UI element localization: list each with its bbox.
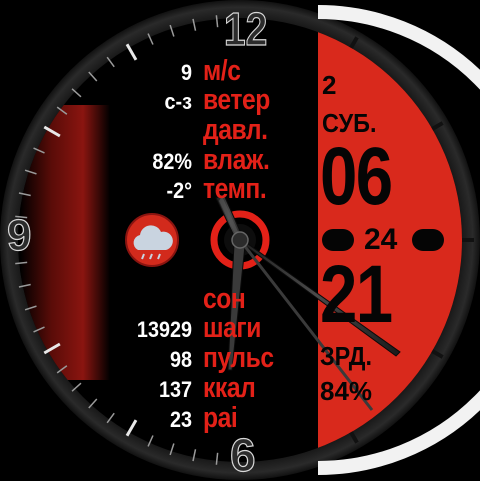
numeral-9: 9 (7, 214, 31, 258)
steps-label: шаги (203, 314, 261, 343)
kcal-value: 137 (93, 379, 192, 401)
temperature-label: темп. (203, 175, 266, 204)
wind-speed-value: 9 (93, 62, 192, 84)
wind-speed-unit: м/с (203, 57, 241, 86)
sleep-label: сон (203, 285, 245, 314)
center-cap (232, 232, 248, 248)
time-minutes: 21 (320, 254, 392, 336)
steps-value: 13929 (93, 319, 192, 341)
humidity-label: влаж. (203, 146, 269, 175)
kcal-label: ккал (203, 374, 255, 403)
numeral-6: 6 (230, 432, 256, 478)
weekday-number: 2 (322, 72, 336, 98)
pai-label: pai (203, 404, 237, 433)
humidity-value: 82% (93, 151, 192, 173)
time-hours: 06 (320, 136, 392, 218)
pressure-label: давл. (203, 116, 268, 145)
temperature-value: -2° (93, 180, 192, 202)
pulse-label: пульс (203, 344, 274, 373)
weather-circle (126, 214, 178, 266)
wind-dir-value: с-з (93, 91, 192, 113)
numeral-12: 12 (224, 6, 267, 52)
battery-label: ЗРД. (320, 343, 372, 369)
wind-label: ветер (203, 86, 270, 115)
pai-value: 23 (93, 409, 192, 431)
battery-value: 84% (320, 378, 372, 404)
pulse-value: 98 (93, 349, 192, 371)
